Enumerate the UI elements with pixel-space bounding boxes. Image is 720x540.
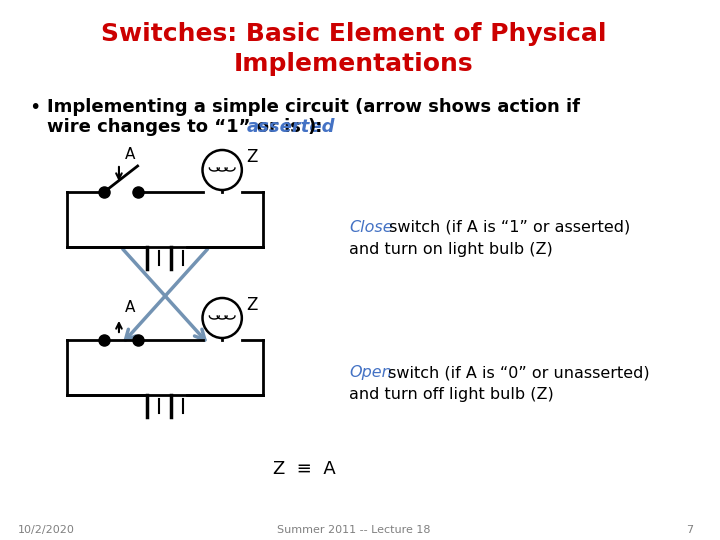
Text: Switches: Basic Element of Physical: Switches: Basic Element of Physical <box>101 22 607 46</box>
Text: A: A <box>125 147 135 162</box>
Text: Open: Open <box>349 365 392 380</box>
Text: •: • <box>30 98 41 117</box>
Text: A: A <box>125 300 135 315</box>
Text: and turn off light bulb (Z): and turn off light bulb (Z) <box>349 387 554 402</box>
Text: asserted: asserted <box>246 118 335 136</box>
Text: 7: 7 <box>686 525 693 535</box>
Text: switch (if A is “0” or unasserted): switch (if A is “0” or unasserted) <box>383 365 650 380</box>
Text: Summer 2011 -- Lecture 18: Summer 2011 -- Lecture 18 <box>277 525 431 535</box>
Text: switch (if A is “1” or asserted): switch (if A is “1” or asserted) <box>384 220 631 235</box>
Text: Z: Z <box>246 148 257 166</box>
Text: and turn on light bulb (Z): and turn on light bulb (Z) <box>349 242 553 257</box>
Text: ):: ): <box>308 118 323 136</box>
Text: Z: Z <box>246 296 257 314</box>
Text: wire changes to “1” or is: wire changes to “1” or is <box>48 118 307 136</box>
Text: Implementations: Implementations <box>234 52 474 76</box>
Text: Implementing a simple circuit (arrow shows action if: Implementing a simple circuit (arrow sho… <box>48 98 580 116</box>
Text: 10/2/2020: 10/2/2020 <box>18 525 75 535</box>
Text: Z  ≡  A: Z ≡ A <box>274 460 336 478</box>
Text: Close: Close <box>349 220 392 235</box>
